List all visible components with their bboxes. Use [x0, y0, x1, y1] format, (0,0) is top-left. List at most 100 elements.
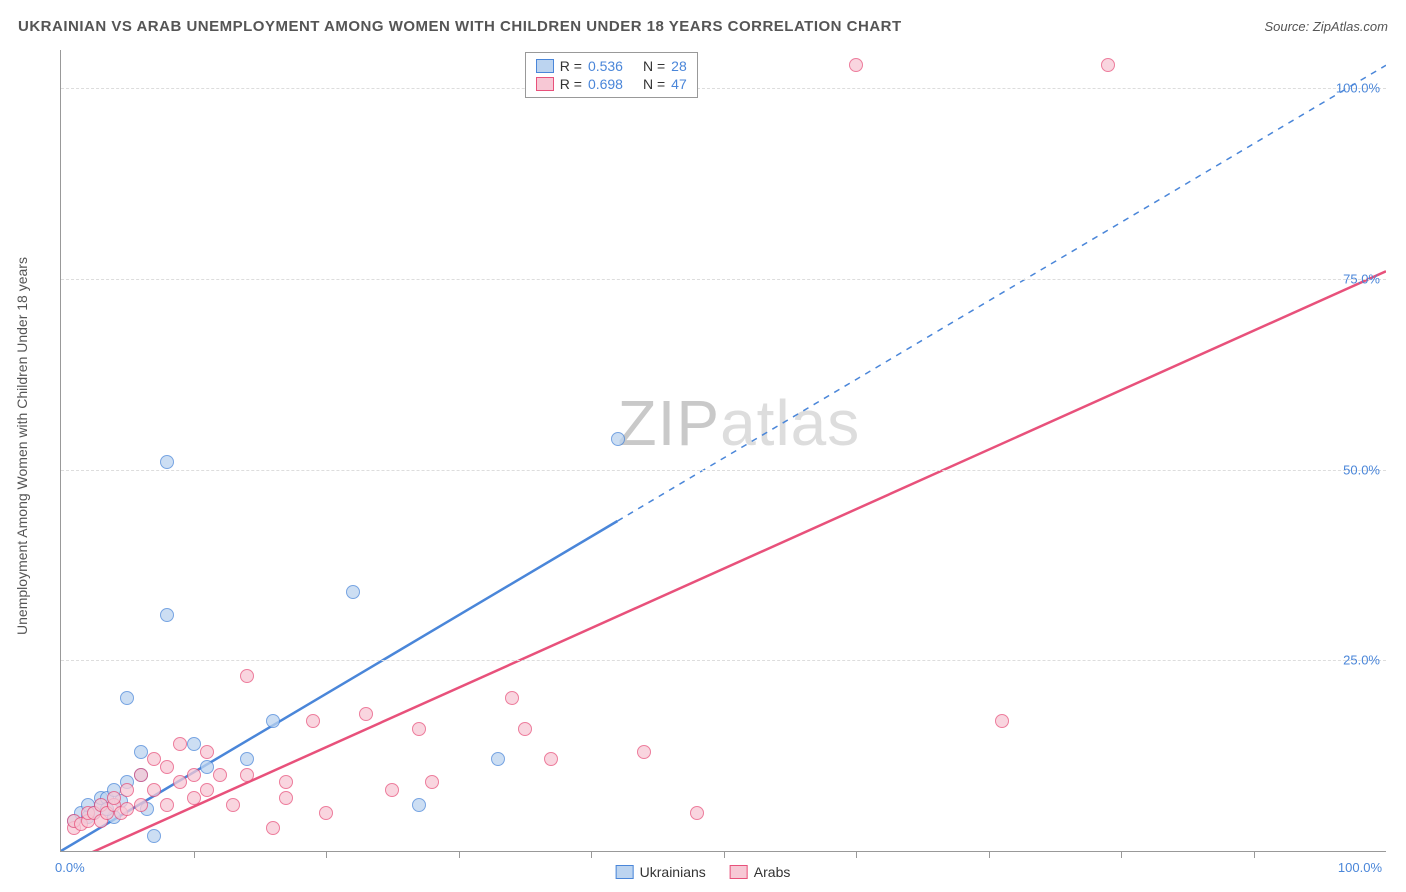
x-tick — [1254, 851, 1255, 858]
scatter-point — [134, 768, 148, 782]
x-tick — [1121, 851, 1122, 858]
legend-r-label: R = — [560, 58, 582, 74]
scatter-point — [160, 608, 174, 622]
y-tick-label: 100.0% — [1336, 81, 1380, 96]
scatter-point — [120, 691, 134, 705]
watermark-part1: ZIP — [618, 387, 721, 459]
scatter-point — [518, 722, 532, 736]
legend-correlation-row: R = 0.536 N = 28 — [536, 57, 687, 75]
scatter-point — [134, 798, 148, 812]
scatter-point — [266, 821, 280, 835]
scatter-point — [147, 783, 161, 797]
y-tick-label: 50.0% — [1343, 462, 1380, 477]
scatter-point — [107, 791, 121, 805]
scatter-point — [279, 775, 293, 789]
chart-title: UKRAINIAN VS ARAB UNEMPLOYMENT AMONG WOM… — [18, 18, 902, 35]
scatter-point — [306, 714, 320, 728]
scatter-point — [200, 745, 214, 759]
watermark-part2: atlas — [720, 387, 860, 459]
source-label: Source: — [1264, 19, 1312, 34]
x-tick — [724, 851, 725, 858]
legend-correlation-row: R = 0.698 N = 47 — [536, 75, 687, 93]
trend-lines-layer — [61, 50, 1386, 851]
scatter-point — [200, 783, 214, 797]
x-tick-label-left: 0.0% — [55, 860, 85, 875]
gridline-horizontal — [61, 88, 1386, 89]
watermark: ZIPatlas — [618, 386, 861, 460]
scatter-point — [544, 752, 558, 766]
x-tick — [989, 851, 990, 858]
legend-r-value: 0.536 — [588, 58, 623, 74]
scatter-point — [611, 432, 625, 446]
y-tick-label: 75.0% — [1343, 271, 1380, 286]
x-tick — [856, 851, 857, 858]
scatter-point — [134, 745, 148, 759]
legend-series-label: Ukrainians — [640, 864, 706, 880]
legend-swatch — [536, 59, 554, 73]
scatter-point — [173, 775, 187, 789]
scatter-point — [213, 768, 227, 782]
source-name: ZipAtlas.com — [1313, 19, 1388, 34]
scatter-point — [690, 806, 704, 820]
scatter-point — [637, 745, 651, 759]
source-attribution: Source: ZipAtlas.com — [1264, 19, 1388, 34]
y-axis-title: Unemployment Among Women with Children U… — [14, 257, 30, 635]
scatter-point — [240, 669, 254, 683]
scatter-point — [240, 768, 254, 782]
scatter-point — [1101, 58, 1115, 72]
scatter-point — [385, 783, 399, 797]
legend-series-label: Arabs — [754, 864, 791, 880]
scatter-point — [173, 737, 187, 751]
legend-swatch — [730, 865, 748, 879]
legend-correlation-box: R = 0.536 N = 28 R = 0.698 N = 47 — [525, 52, 698, 98]
legend-swatch — [616, 865, 634, 879]
legend-swatch — [536, 77, 554, 91]
x-tick-label-right: 100.0% — [1338, 860, 1382, 875]
x-tick — [194, 851, 195, 858]
scatter-point — [425, 775, 439, 789]
legend-r-label: R = — [560, 76, 582, 92]
plot-area: ZIPatlas 25.0%50.0%75.0%100.0%0.0%100.0%… — [60, 50, 1386, 852]
y-tick-label: 25.0% — [1343, 653, 1380, 668]
scatter-point — [412, 798, 426, 812]
scatter-point — [240, 752, 254, 766]
gridline-horizontal — [61, 279, 1386, 280]
legend-n-value: 47 — [671, 76, 687, 92]
scatter-point — [319, 806, 333, 820]
scatter-point — [147, 829, 161, 843]
legend-bottom: Ukrainians Arabs — [616, 864, 791, 880]
legend-series-item: Arabs — [730, 864, 791, 880]
legend-n-label: N = — [643, 76, 665, 92]
scatter-point — [187, 768, 201, 782]
scatter-point — [412, 722, 426, 736]
trend-line-dashed — [618, 65, 1387, 521]
scatter-point — [120, 783, 134, 797]
x-tick — [459, 851, 460, 858]
scatter-point — [200, 760, 214, 774]
legend-r-value: 0.698 — [588, 76, 623, 92]
scatter-point — [160, 760, 174, 774]
scatter-point — [187, 791, 201, 805]
legend-n-value: 28 — [671, 58, 687, 74]
scatter-point — [160, 798, 174, 812]
scatter-point — [279, 791, 293, 805]
scatter-point — [359, 707, 373, 721]
x-tick — [326, 851, 327, 858]
x-tick — [591, 851, 592, 858]
scatter-point — [849, 58, 863, 72]
trend-line-solid — [61, 271, 1386, 851]
legend-n-label: N = — [643, 58, 665, 74]
scatter-point — [160, 455, 174, 469]
scatter-point — [226, 798, 240, 812]
scatter-point — [491, 752, 505, 766]
legend-series-item: Ukrainians — [616, 864, 706, 880]
scatter-point — [266, 714, 280, 728]
scatter-point — [187, 737, 201, 751]
gridline-horizontal — [61, 470, 1386, 471]
gridline-horizontal — [61, 660, 1386, 661]
scatter-point — [147, 752, 161, 766]
scatter-point — [120, 802, 134, 816]
scatter-point — [995, 714, 1009, 728]
scatter-point — [505, 691, 519, 705]
scatter-point — [346, 585, 360, 599]
